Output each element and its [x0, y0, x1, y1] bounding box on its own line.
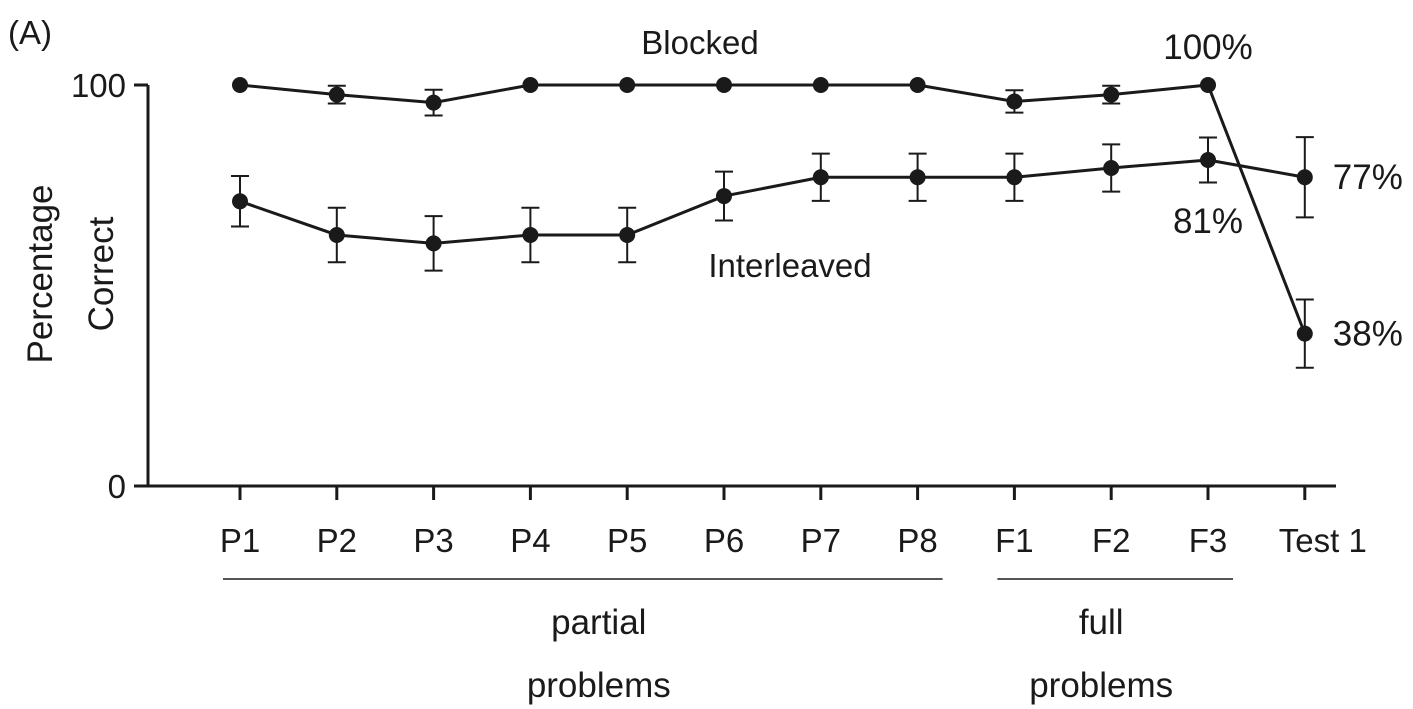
series-interleaved	[231, 136, 1314, 272]
data-point-interleaved-p3	[425, 235, 442, 252]
data-point-blocked-f1	[1006, 93, 1023, 110]
y-tick-label-100: 100	[71, 67, 126, 104]
panel-label: (A)	[8, 14, 52, 51]
y-tick-label-0: 0	[108, 468, 126, 505]
series-line-interleaved	[239, 158, 1306, 245]
data-point-blocked-p4	[522, 77, 539, 93]
annotation-interleaved-test-1: 77%	[1333, 158, 1403, 197]
data-point-interleaved-p5	[619, 226, 636, 243]
data-point-interleaved-f1	[1006, 169, 1023, 186]
annotation-blocked-f3: 100%	[1163, 28, 1253, 67]
x-tick-label-p6: P6	[704, 522, 744, 559]
x-tick-label-f1: F1	[995, 522, 1034, 559]
category-groups: partial problems full problems	[223, 578, 1233, 705]
data-series	[231, 77, 1314, 369]
data-point-blocked-p8	[909, 77, 926, 93]
value-annotations: 100% 38% 81% 77%	[1163, 28, 1403, 354]
data-point-interleaved-f3	[1200, 151, 1216, 168]
annotation-interleaved-f3: 81%	[1173, 202, 1243, 241]
group-label-full-problems-line-2: problems	[1029, 666, 1173, 705]
series-blocked	[232, 77, 1314, 369]
data-point-interleaved-f2	[1103, 160, 1120, 177]
group-label-full-problems-line-1: full	[1079, 603, 1124, 642]
data-point-interleaved-p4	[522, 226, 539, 243]
y-ticks: 0 100	[71, 67, 148, 505]
y-axis-label-line-2: Correct	[82, 216, 121, 331]
x-tick-label-p4: P4	[510, 522, 550, 559]
data-point-blocked-f3	[1200, 77, 1216, 93]
series-line-blocked	[239, 83, 1307, 335]
data-point-interleaved-p6	[716, 188, 732, 205]
data-point-interleaved-p8	[909, 169, 926, 186]
x-tick-label-f2: F2	[1092, 522, 1131, 559]
x-tick-label-p1: P1	[220, 522, 260, 559]
series-label-blocked: Blocked	[641, 24, 758, 61]
x-ticks: P1 P2 P3 P4 P5 P6 P7 P8 F1 F2 F3 Test 1	[220, 486, 1367, 559]
x-tick-label-p5: P5	[607, 522, 647, 559]
data-point-blocked-p1	[232, 77, 248, 93]
data-point-blocked-p5	[619, 77, 636, 93]
data-point-interleaved-p1	[232, 193, 248, 210]
x-tick-label-p2: P2	[317, 522, 357, 559]
data-point-interleaved-test-1	[1296, 169, 1313, 186]
x-tick-label-p3: P3	[413, 522, 453, 559]
x-tick-label-p8: P8	[897, 522, 937, 559]
x-tick-label-test-1: Test 1	[1279, 522, 1367, 559]
data-point-blocked-f2	[1103, 86, 1120, 103]
data-point-interleaved-p2	[328, 226, 345, 243]
data-point-blocked-test-1	[1296, 325, 1313, 342]
annotation-blocked-test-1: 38%	[1333, 315, 1403, 354]
y-axis: Percentage Correct	[21, 85, 150, 486]
data-point-interleaved-p7	[812, 169, 829, 186]
group-label-partial-problems-line-2: problems	[527, 666, 671, 705]
group-label-partial-problems-line-1: partial	[551, 603, 646, 642]
y-axis-label-line-1: Percentage	[21, 184, 60, 363]
x-tick-label-f3: F3	[1189, 522, 1228, 559]
data-point-blocked-p6	[716, 77, 732, 93]
data-point-blocked-p7	[812, 77, 829, 93]
x-tick-label-p7: P7	[801, 522, 841, 559]
series-labels: Blocked Interleaved	[641, 24, 871, 284]
series-label-interleaved: Interleaved	[708, 247, 871, 284]
data-point-blocked-p2	[328, 86, 345, 103]
data-point-blocked-p3	[425, 94, 442, 111]
